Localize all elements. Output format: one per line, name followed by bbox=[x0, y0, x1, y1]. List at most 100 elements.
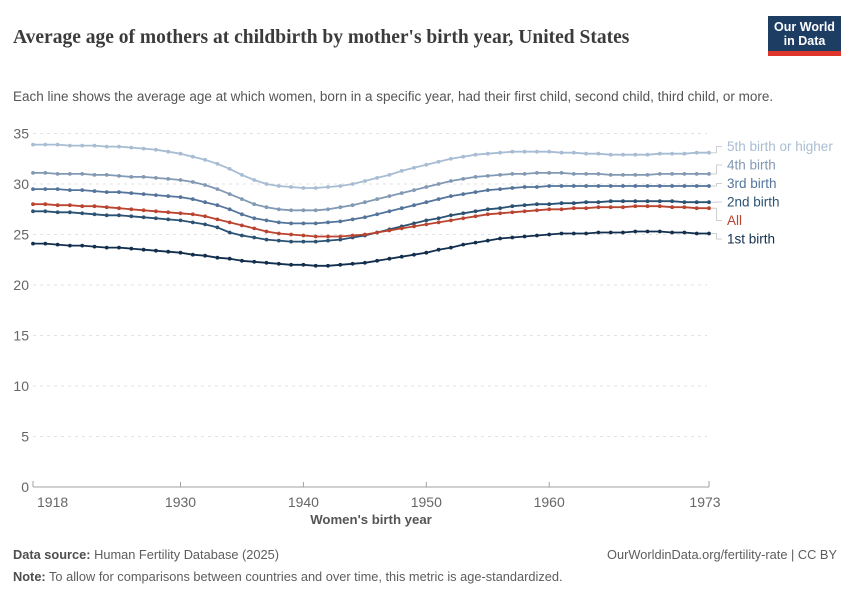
data-point-3rd-birth[interactable] bbox=[682, 184, 687, 188]
data-point-1st-birth[interactable] bbox=[510, 235, 515, 240]
data-point-5th-birth-or-higher[interactable] bbox=[252, 178, 257, 182]
series-dots-5th-birth-or-higher[interactable] bbox=[31, 142, 711, 190]
data-point-all[interactable] bbox=[387, 228, 392, 233]
data-point-4th-birth[interactable] bbox=[92, 173, 97, 177]
legend-label-4th-birth[interactable]: 4th birth bbox=[727, 158, 776, 173]
data-point-all[interactable] bbox=[80, 204, 85, 209]
data-point-3rd-birth[interactable] bbox=[338, 219, 343, 224]
data-point-5th-birth-or-higher[interactable] bbox=[68, 143, 72, 148]
data-point-1st-birth[interactable] bbox=[694, 231, 699, 236]
data-point-2nd-birth[interactable] bbox=[104, 213, 109, 218]
data-point-1st-birth[interactable] bbox=[670, 230, 674, 235]
data-point-5th-birth-or-higher[interactable] bbox=[657, 151, 662, 156]
data-point-1st-birth[interactable] bbox=[166, 249, 171, 254]
data-point-5th-birth-or-higher[interactable] bbox=[326, 185, 330, 189]
data-point-5th-birth-or-higher[interactable] bbox=[412, 165, 416, 170]
data-point-all[interactable] bbox=[166, 210, 171, 215]
data-point-2nd-birth[interactable] bbox=[707, 200, 711, 205]
data-point-2nd-birth[interactable] bbox=[92, 212, 97, 217]
data-point-2nd-birth[interactable] bbox=[301, 239, 306, 244]
data-point-1st-birth[interactable] bbox=[596, 230, 601, 235]
data-point-5th-birth-or-higher[interactable] bbox=[584, 151, 588, 156]
data-point-4th-birth[interactable] bbox=[412, 188, 416, 193]
data-point-all[interactable] bbox=[240, 223, 244, 228]
data-point-all[interactable] bbox=[621, 205, 625, 210]
data-point-4th-birth[interactable] bbox=[289, 208, 293, 213]
data-point-4th-birth[interactable] bbox=[535, 171, 539, 175]
data-point-1st-birth[interactable] bbox=[485, 238, 490, 243]
data-point-5th-birth-or-higher[interactable] bbox=[485, 151, 490, 156]
data-point-5th-birth-or-higher[interactable] bbox=[363, 179, 367, 183]
data-point-3rd-birth[interactable] bbox=[399, 206, 404, 211]
data-point-2nd-birth[interactable] bbox=[657, 199, 662, 204]
data-point-1st-birth[interactable] bbox=[215, 255, 220, 260]
data-point-3rd-birth[interactable] bbox=[707, 184, 711, 188]
data-point-all[interactable] bbox=[190, 212, 195, 217]
data-point-all[interactable] bbox=[559, 207, 564, 212]
data-point-3rd-birth[interactable] bbox=[178, 195, 183, 200]
data-point-5th-birth-or-higher[interactable] bbox=[31, 142, 35, 147]
data-point-2nd-birth[interactable] bbox=[498, 206, 502, 211]
data-point-4th-birth[interactable] bbox=[264, 205, 269, 210]
data-point-all[interactable] bbox=[449, 218, 453, 223]
data-point-4th-birth[interactable] bbox=[510, 172, 515, 176]
data-point-2nd-birth[interactable] bbox=[559, 201, 564, 206]
data-point-1st-birth[interactable] bbox=[326, 263, 330, 268]
data-point-1st-birth[interactable] bbox=[227, 256, 232, 261]
data-point-5th-birth-or-higher[interactable] bbox=[645, 152, 650, 157]
data-point-3rd-birth[interactable] bbox=[326, 220, 330, 225]
data-point-4th-birth[interactable] bbox=[670, 172, 674, 176]
data-point-5th-birth-or-higher[interactable] bbox=[461, 154, 466, 159]
data-point-4th-birth[interactable] bbox=[190, 180, 195, 184]
data-point-4th-birth[interactable] bbox=[252, 202, 257, 207]
legend-label-1st-birth[interactable]: 1st birth bbox=[727, 232, 775, 247]
data-point-all[interactable] bbox=[535, 208, 539, 213]
data-point-3rd-birth[interactable] bbox=[55, 187, 60, 192]
series-line-4th-birth[interactable] bbox=[32, 172, 710, 212]
data-point-4th-birth[interactable] bbox=[571, 172, 576, 176]
data-point-4th-birth[interactable] bbox=[473, 175, 478, 179]
data-point-all[interactable] bbox=[670, 205, 674, 210]
data-point-all[interactable] bbox=[657, 204, 662, 209]
data-point-3rd-birth[interactable] bbox=[412, 203, 416, 208]
data-point-3rd-birth[interactable] bbox=[387, 209, 392, 214]
data-point-3rd-birth[interactable] bbox=[424, 200, 429, 205]
data-point-5th-birth-or-higher[interactable] bbox=[707, 150, 711, 155]
data-point-3rd-birth[interactable] bbox=[657, 184, 662, 188]
data-point-5th-birth-or-higher[interactable] bbox=[55, 142, 60, 147]
data-point-1st-birth[interactable] bbox=[117, 245, 121, 250]
data-point-3rd-birth[interactable] bbox=[92, 189, 97, 194]
series-line-1st-birth[interactable] bbox=[32, 230, 710, 267]
data-point-all[interactable] bbox=[350, 233, 355, 238]
data-point-4th-birth[interactable] bbox=[461, 177, 466, 181]
data-point-all[interactable] bbox=[129, 207, 134, 212]
data-point-2nd-birth[interactable] bbox=[227, 230, 232, 235]
data-point-1st-birth[interactable] bbox=[313, 263, 318, 268]
data-point-4th-birth[interactable] bbox=[80, 172, 85, 176]
data-point-3rd-birth[interactable] bbox=[645, 184, 650, 188]
data-point-2nd-birth[interactable] bbox=[461, 211, 466, 216]
data-point-2nd-birth[interactable] bbox=[449, 213, 453, 218]
data-point-4th-birth[interactable] bbox=[227, 192, 232, 197]
data-point-2nd-birth[interactable] bbox=[215, 225, 220, 230]
data-point-5th-birth-or-higher[interactable] bbox=[522, 149, 527, 154]
data-point-all[interactable] bbox=[694, 206, 699, 211]
data-point-1st-birth[interactable] bbox=[289, 262, 293, 267]
data-point-5th-birth-or-higher[interactable] bbox=[154, 147, 158, 152]
data-point-1st-birth[interactable] bbox=[535, 233, 539, 238]
data-point-2nd-birth[interactable] bbox=[166, 217, 171, 222]
data-point-4th-birth[interactable] bbox=[31, 171, 35, 175]
data-point-5th-birth-or-higher[interactable] bbox=[276, 184, 281, 188]
data-point-1st-birth[interactable] bbox=[657, 229, 662, 234]
data-point-all[interactable] bbox=[485, 212, 490, 217]
data-point-all[interactable] bbox=[399, 226, 404, 231]
data-point-all[interactable] bbox=[289, 232, 293, 237]
data-point-3rd-birth[interactable] bbox=[240, 212, 244, 217]
data-point-4th-birth[interactable] bbox=[104, 173, 109, 177]
series-line-3rd-birth[interactable] bbox=[32, 185, 710, 225]
data-point-all[interactable] bbox=[375, 230, 379, 235]
data-point-1st-birth[interactable] bbox=[203, 253, 208, 258]
data-point-3rd-birth[interactable] bbox=[571, 184, 576, 188]
data-point-5th-birth-or-higher[interactable] bbox=[633, 152, 638, 157]
data-point-4th-birth[interactable] bbox=[485, 174, 490, 178]
